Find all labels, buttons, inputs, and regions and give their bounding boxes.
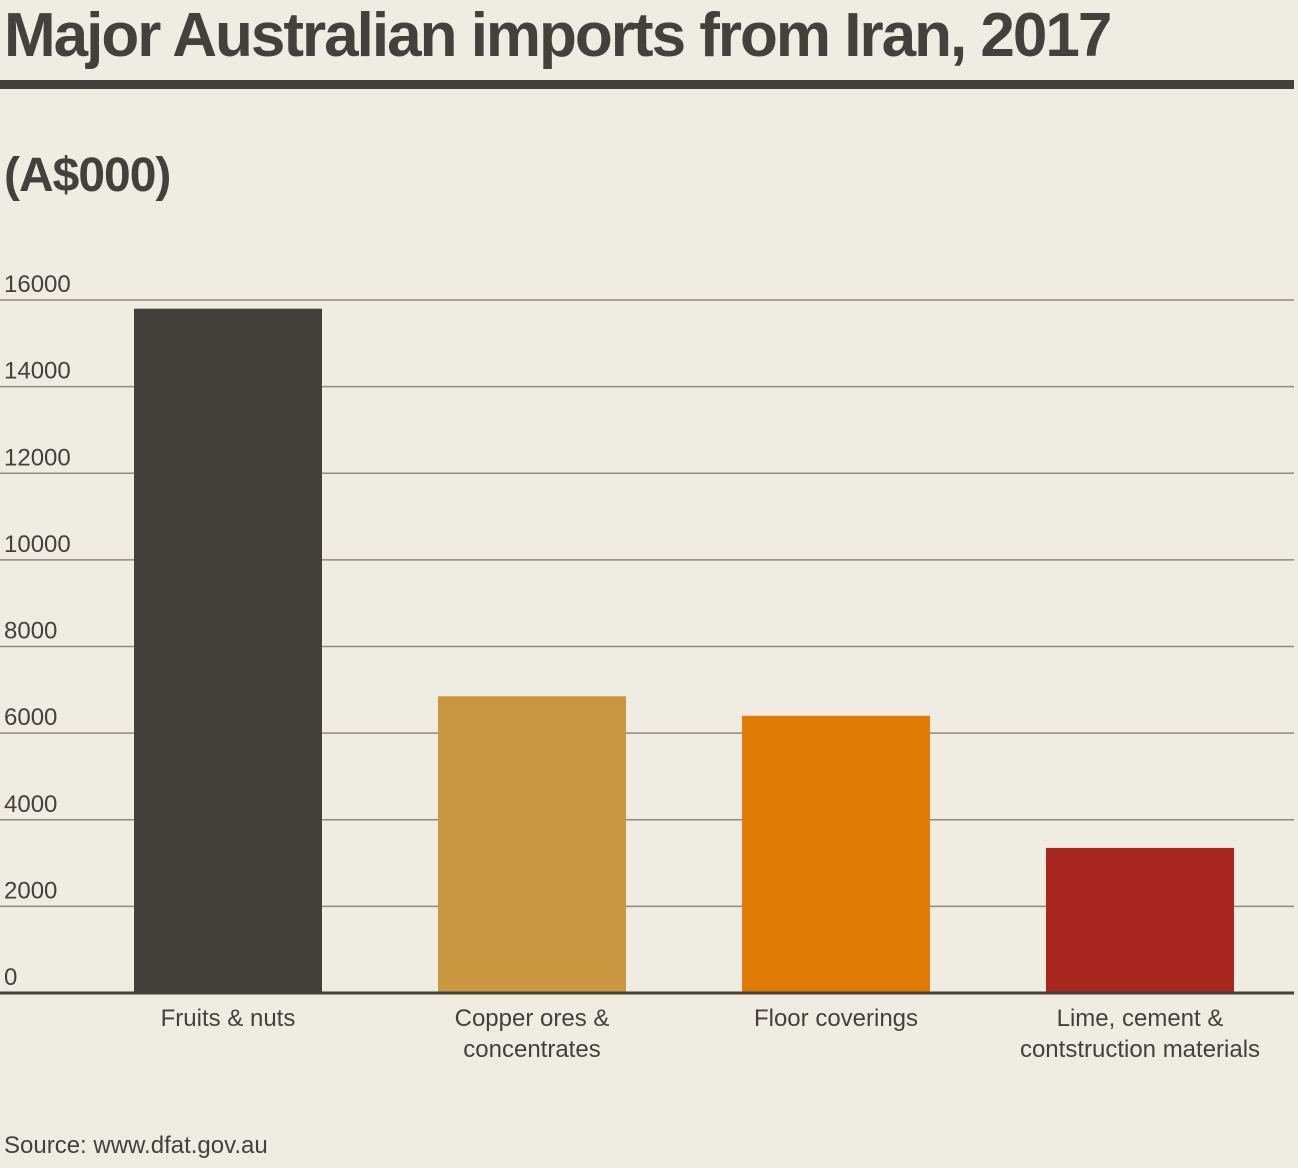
x-tick-label: Lime, cement & contstruction materials (1020, 1005, 1260, 1063)
bars (134, 308, 1234, 994)
source-note: Source: www.dfat.gov.au (4, 1132, 268, 1159)
chart-title: Major Australian imports from Iran, 2017 (4, 1, 1112, 70)
y-tick-label: 16000 (4, 271, 71, 298)
y-tick-label: 12000 (4, 444, 71, 471)
bar (134, 308, 322, 994)
y-tick-label: 4000 (4, 791, 57, 818)
x-category-labels: Fruits & nuts Copper ores & concentrates Fl… (161, 1005, 1260, 1063)
y-tick-label: 6000 (4, 704, 57, 731)
y-tick-label: 14000 (4, 358, 71, 385)
y-tick-labels: 0 2000 4000 6000 8000 10000 12000 14000 16000 (4, 271, 71, 991)
bar (1046, 847, 1234, 993)
x-tick-label: Copper ores & concentrates (455, 1005, 610, 1063)
y-tick-label: 8000 (4, 618, 57, 645)
title-rule (0, 80, 1294, 89)
bar (438, 696, 626, 993)
y-tick-label: 0 (4, 964, 17, 991)
y-tick-label: 10000 (4, 531, 71, 558)
x-tick-label: Floor coverings (754, 1005, 918, 1032)
y-tick-label: 2000 (4, 877, 57, 904)
bar (742, 715, 930, 993)
x-tick-label: Fruits & nuts (161, 1005, 296, 1032)
unit-label: (A$000) (4, 149, 171, 202)
